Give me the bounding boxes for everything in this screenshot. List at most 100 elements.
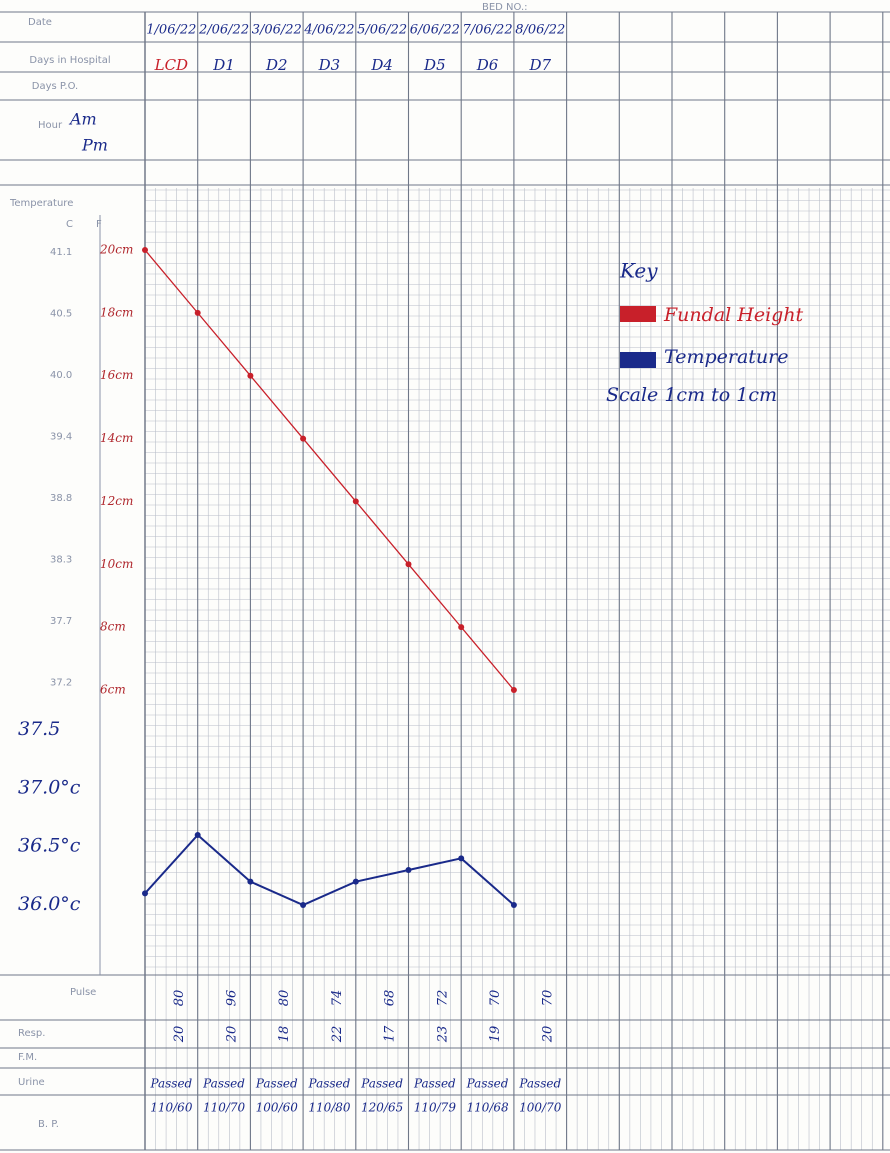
urine-entry: Passed	[202, 1077, 245, 1091]
temperature-point	[247, 879, 253, 885]
day-entry: D2	[265, 56, 288, 74]
printed-celsius-tick: 38.3	[50, 555, 72, 566]
urine-entry: Passed	[518, 1077, 561, 1091]
fundal-scale-label: 20cm	[99, 243, 133, 257]
fundal-height-point	[195, 310, 201, 316]
resp-entry: 17	[383, 1025, 398, 1042]
fundal-height-point	[511, 687, 517, 693]
pulse-label: Pulse	[70, 987, 96, 998]
urine-label: Urine	[18, 1077, 45, 1088]
day-entry: D1	[212, 56, 235, 74]
key-swatch	[620, 306, 656, 322]
day-entry: D3	[318, 56, 341, 74]
fundal-height-point	[458, 624, 464, 630]
c-label: C	[66, 219, 73, 230]
bp-entry: 100/70	[519, 1101, 562, 1115]
fundal-scale-label: 14cm	[100, 431, 133, 445]
printed-celsius-tick: 40.0	[50, 370, 72, 381]
printed-celsius-tick: 41.1	[50, 247, 72, 258]
date-entry: 4/06/22	[303, 23, 354, 38]
pulse-entry: 80	[277, 990, 292, 1007]
fundal-height-point	[406, 561, 412, 567]
fundal-scale-label: 18cm	[100, 305, 133, 319]
pulse-entry: 96	[224, 990, 239, 1007]
urine-entry: Passed	[308, 1077, 351, 1091]
fundal-height-point	[353, 498, 359, 504]
date-entry: 5/06/22	[357, 23, 407, 38]
temperature-scale-label: 37.5	[18, 718, 60, 740]
printed-celsius-tick: 38.8	[50, 493, 72, 504]
resp-entry: 20	[541, 1026, 556, 1044]
day-entry: LCD	[154, 56, 188, 74]
day-entry: D6	[476, 56, 499, 74]
urine-entry: Passed	[360, 1077, 403, 1091]
urine-entry: Passed	[413, 1077, 456, 1091]
temperature-point	[511, 902, 517, 908]
resp-entry: 18	[277, 1026, 292, 1043]
day-entry: D5	[423, 56, 446, 74]
temperature-point	[458, 855, 464, 861]
bp-entry: 110/68	[466, 1101, 509, 1115]
hour-label: Hour	[38, 120, 63, 131]
date-entry: 1/06/22	[146, 23, 196, 38]
temperature-point	[353, 879, 359, 885]
printed-celsius-tick: 39.4	[50, 432, 72, 443]
temperature-label: Temperature	[9, 198, 73, 209]
fundal-height-point	[300, 436, 306, 442]
printed-celsius-tick: 40.5	[50, 309, 72, 320]
date-label: Date	[28, 17, 52, 28]
resp-entry: 22	[330, 1026, 345, 1044]
resp-label: Resp.	[18, 1028, 45, 1039]
fundal-scale-label: 8cm	[100, 620, 126, 634]
temperature-point	[195, 832, 201, 838]
page: BED NO.: Date Days in Hospital Days P.O.…	[0, 0, 890, 1153]
days-po-label: Days P.O.	[32, 81, 78, 92]
date-entry: 8/06/22	[515, 23, 565, 38]
printed-celsius-tick: 37.2	[50, 678, 72, 689]
urine-entry: Passed	[255, 1077, 298, 1091]
pulse-entry: 70	[488, 990, 503, 1007]
fundal-scale-label: 10cm	[100, 557, 133, 571]
resp-entry: 23	[435, 1026, 450, 1044]
bed-no: BED NO.:	[482, 2, 528, 13]
fundal-scale-label: 12cm	[100, 494, 133, 508]
resp-entry: 20	[224, 1026, 239, 1044]
pulse-entry: 80	[172, 990, 187, 1007]
fm-label: F.M.	[18, 1052, 37, 1063]
bp-entry: 110/80	[308, 1101, 351, 1115]
date-entry: 7/06/22	[462, 23, 512, 38]
bp-entry: 110/79	[414, 1101, 457, 1115]
key-label: Fundal Height	[663, 304, 804, 326]
pulse-entry: 74	[330, 990, 345, 1007]
day-entry: D4	[370, 56, 393, 74]
resp-entry: 19	[488, 1026, 503, 1043]
key-swatch	[620, 352, 656, 368]
f-label: F	[96, 219, 102, 230]
date-entry: 2/06/22	[198, 23, 249, 38]
pulse-entry: 68	[383, 990, 398, 1007]
temperature-scale-label: 36.0°c	[18, 893, 81, 915]
temperature-point	[300, 902, 306, 908]
bp-entry: 100/60	[256, 1101, 299, 1115]
temperature-scale-label: 37.0°c	[18, 776, 81, 798]
days-in-hospital-label: Days in Hospital	[29, 55, 110, 66]
bp-label: B. P.	[38, 1119, 59, 1130]
temperature-point	[406, 867, 412, 873]
key-scale: Scale 1cm to 1cm	[606, 384, 777, 406]
temperature-scale-label: 36.5°c	[18, 835, 81, 857]
fundal-scale-label: 6cm	[100, 683, 126, 697]
fundal-height-point	[247, 373, 253, 379]
pulse-entry: 70	[541, 990, 556, 1007]
bp-entry: 110/70	[203, 1101, 246, 1115]
hour-am: Am	[68, 110, 97, 129]
key-label: Temperature	[664, 346, 788, 368]
urine-entry: Passed	[149, 1077, 192, 1091]
fundal-scale-label: 16cm	[100, 368, 133, 382]
urine-entry: Passed	[466, 1077, 509, 1091]
temperature-chart-form: BED NO.: Date Days in Hospital Days P.O.…	[0, 0, 890, 1153]
bp-entry: 110/60	[150, 1101, 193, 1115]
hour-pm: Pm	[81, 136, 108, 155]
printed-celsius-tick: 37.7	[50, 616, 72, 627]
day-entry: D7	[528, 56, 551, 74]
bp-entry: 120/65	[361, 1101, 403, 1115]
